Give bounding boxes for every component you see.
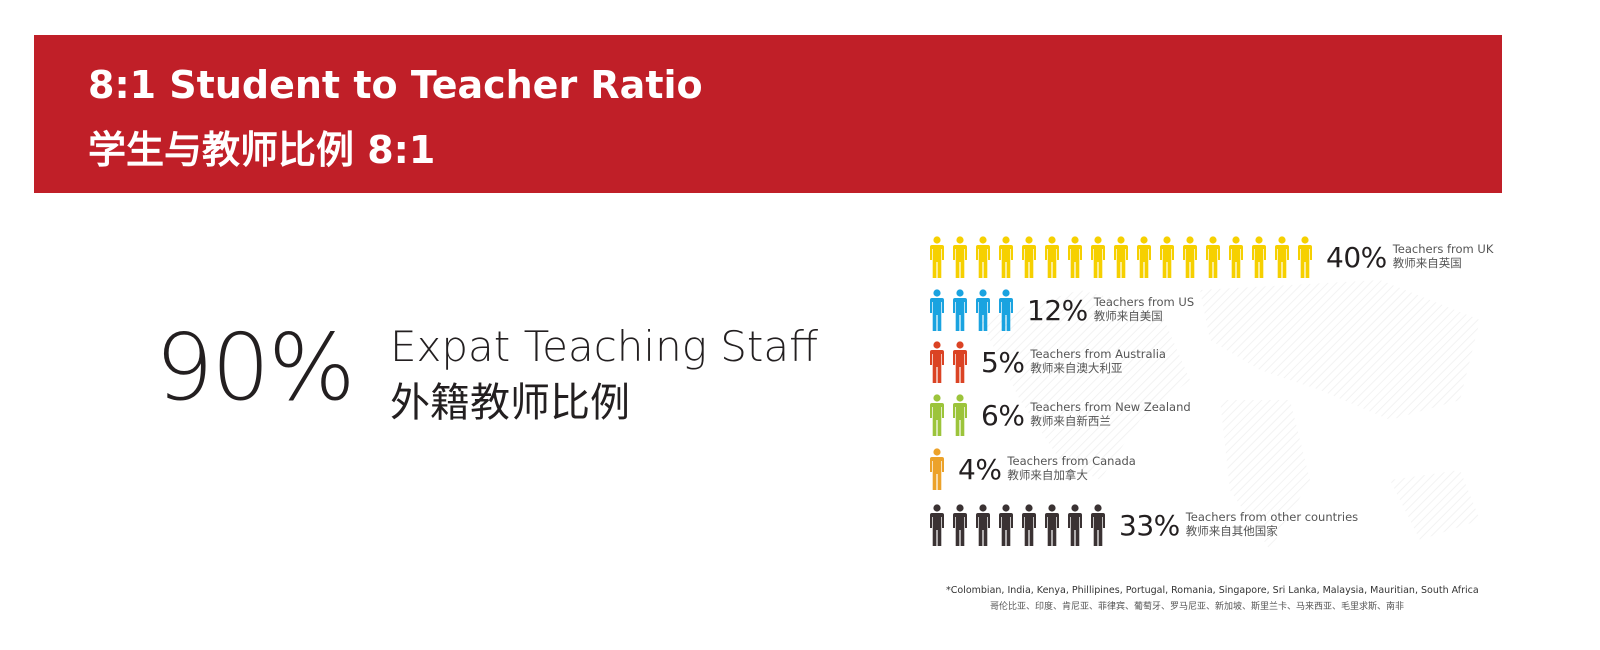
person-icons [928,236,1314,278]
person-icon [953,341,967,383]
expat-label-english: Expat Teaching Staff [390,322,819,371]
world-map-background [980,280,1480,550]
category-label-english: Teachers from other countries [1185,510,1359,525]
person-icon [953,236,967,278]
percentage-label: 6% [981,398,1025,432]
person-icon [999,289,1013,331]
category-label: Teachers from UK 教师来自英国 [1392,242,1494,271]
category-label-english: Teachers from Australia [1030,347,1166,362]
person-icon [1022,236,1036,278]
expat-label-chinese: 外籍教师比例 [390,380,630,426]
category-label: Teachers from other countries 教师来自其他国家 [1185,510,1359,539]
category-label-english: Teachers from New Zealand [1030,400,1191,415]
category-label: Teachers from Canada 教师来自加拿大 [1007,454,1136,483]
person-icon [1160,236,1174,278]
person-icon [976,289,990,331]
pictograph-row: 12% Teachers from US 教师来自美国 [928,289,1194,331]
pictograph-row: 40% Teachers from UK 教师来自英国 [928,236,1493,278]
category-label-chinese: 教师来自其他国家 [1185,524,1278,538]
category-label-chinese: 教师来自加拿大 [1007,468,1088,482]
person-icon [976,236,990,278]
person-icon [1091,504,1105,546]
category-label: Teachers from New Zealand 教师来自新西兰 [1030,400,1191,429]
title-chinese: 学生与教师比例 8:1 [88,128,436,172]
person-icons [928,341,969,383]
person-icon [1183,236,1197,278]
person-icon [1068,236,1082,278]
person-icon [953,289,967,331]
percentage-label: 12% [1027,293,1088,327]
person-icon [930,448,944,490]
footnote-chinese: 哥伦比亚、印度、肯尼亚、菲律宾、葡萄牙、罗马尼亚、新加坡、斯里兰卡、马来西亚、毛… [990,602,1405,612]
category-label-chinese: 教师来自澳大利亚 [1030,361,1123,375]
percentage-label: 5% [981,345,1025,379]
person-icon [930,289,944,331]
person-icon [1137,236,1151,278]
person-icon [930,236,944,278]
title-banner: 8:1 Student to Teacher Ratio 学生与教师比例 8:1 [34,35,1502,193]
person-icons [928,394,969,436]
person-icon [1275,236,1289,278]
person-icon [1068,504,1082,546]
pictograph-row: 6% Teachers from New Zealand 教师来自新西兰 [928,394,1191,436]
person-icon [953,504,967,546]
person-icon [1298,236,1312,278]
category-label-english: Teachers from US [1093,295,1195,310]
person-icon [1114,236,1128,278]
person-icon [1252,236,1266,278]
person-icons [928,289,1015,331]
expat-percentage: 90% [155,314,355,421]
person-icon [930,394,944,436]
percentage-label: 4% [958,452,1002,486]
person-icon [1091,236,1105,278]
category-label-chinese: 教师来自英国 [1392,256,1462,270]
person-icon [1045,236,1059,278]
percentage-label: 40% [1326,240,1387,274]
person-icon [1022,504,1036,546]
category-label-chinese: 教师来自新西兰 [1030,414,1111,428]
person-icon [930,341,944,383]
person-icon [1229,236,1243,278]
category-label: Teachers from US 教师来自美国 [1093,295,1195,324]
footnote-english: *Colombian, India, Kenya, Phillipines, P… [946,585,1479,596]
person-icon [953,394,967,436]
category-label-chinese: 教师来自美国 [1093,309,1163,323]
person-icons [928,504,1107,546]
person-icons [928,448,946,490]
pictograph-row: 4% Teachers from Canada 教师来自加拿大 [928,448,1136,490]
pictograph-row: 33% Teachers from other countries 教师来自其他国家 [928,504,1358,546]
category-label-english: Teachers from Canada [1007,454,1136,469]
person-icon [976,504,990,546]
percentage-label: 33% [1119,508,1180,542]
person-icon [930,504,944,546]
category-label-english: Teachers from UK [1392,242,1494,257]
category-label: Teachers from Australia 教师来自澳大利亚 [1030,347,1166,376]
person-icon [999,236,1013,278]
title-english: 8:1 Student to Teacher Ratio [88,63,703,107]
pictograph-row: 5% Teachers from Australia 教师来自澳大利亚 [928,341,1166,383]
person-icon [1045,504,1059,546]
person-icon [1206,236,1220,278]
person-icon [999,504,1013,546]
